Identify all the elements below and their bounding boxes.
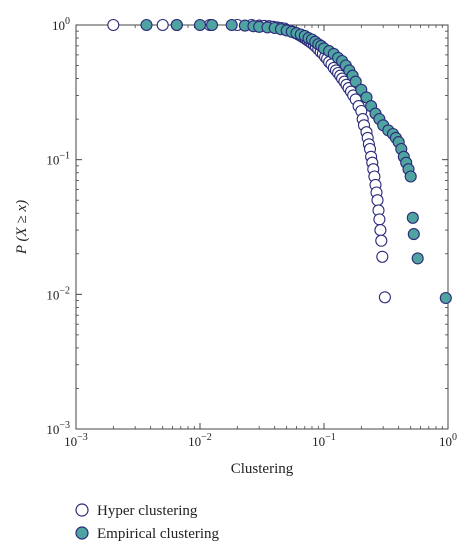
data-point [407, 228, 420, 241]
data-point [406, 211, 419, 224]
data-point [439, 291, 452, 305]
y-tick-label: 10−1 [46, 151, 70, 168]
legend-item-hyper: Hyper clustering [75, 503, 198, 519]
data-point [205, 18, 219, 32]
data-point [404, 170, 417, 183]
data-point [156, 18, 169, 32]
legend-item-empirical: Empirical clustering [75, 526, 220, 542]
data-point [371, 194, 384, 207]
axis-ticks: 10−3 10−2 10−1 100 10−3 10−2 10−1 100 [46, 16, 457, 449]
data-point [376, 250, 389, 263]
series-empirical-clustering [140, 18, 452, 305]
data-point [378, 291, 391, 304]
y-tick-label: 10−3 [46, 420, 70, 437]
plot-frame [75, 24, 449, 430]
x-tick-label: 100 [439, 432, 457, 449]
data-point [349, 75, 362, 88]
chart-marks [107, 18, 452, 305]
data-point [170, 18, 183, 32]
data-point [193, 18, 207, 32]
legend: Hyper clustering Empirical clustering [75, 503, 220, 542]
data-point [375, 234, 388, 247]
data-point [373, 213, 386, 226]
data-point [411, 252, 424, 265]
legend-label-empirical: Empirical clustering [97, 526, 220, 542]
y-tick-label: 100 [52, 16, 70, 33]
y-tick-label: 10−2 [46, 285, 70, 302]
x-tick-label: 10−3 [64, 432, 88, 449]
data-point [225, 18, 238, 32]
data-point [374, 224, 387, 237]
x-axis-label: Clustering [231, 461, 294, 477]
x-tick-label: 10−1 [312, 432, 336, 449]
legend-marker-hyper [75, 503, 89, 517]
data-point [140, 18, 153, 32]
legend-marker-empirical [75, 526, 89, 540]
y-axis-label: P (X ≥ x) [14, 200, 30, 255]
data-point [107, 18, 120, 32]
legend-label-hyper: Hyper clustering [97, 503, 198, 519]
x-tick-label: 10−2 [188, 432, 212, 449]
plot-area [75, 24, 449, 430]
